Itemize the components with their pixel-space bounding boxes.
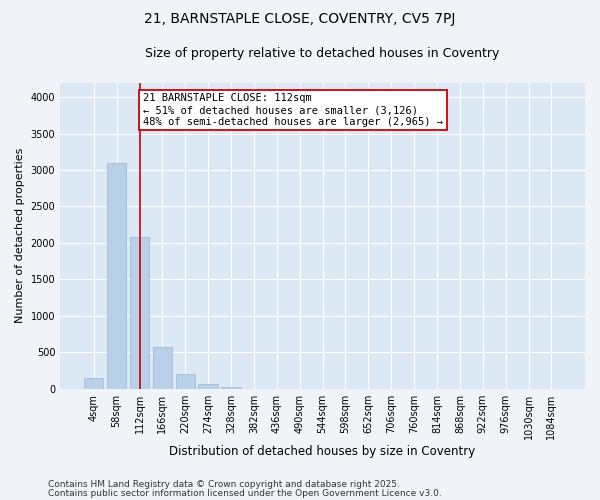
Text: Contains HM Land Registry data © Crown copyright and database right 2025.: Contains HM Land Registry data © Crown c… [48, 480, 400, 489]
Text: 21, BARNSTAPLE CLOSE, COVENTRY, CV5 7PJ: 21, BARNSTAPLE CLOSE, COVENTRY, CV5 7PJ [145, 12, 455, 26]
Bar [130, 237, 149, 389]
Bar [152, 346, 172, 389]
Text: Contains public sector information licensed under the Open Government Licence v3: Contains public sector information licen… [48, 489, 442, 498]
Bar [84, 378, 103, 389]
Text: 21 BARNSTAPLE CLOSE: 112sqm
← 51% of detached houses are smaller (3,126)
48% of : 21 BARNSTAPLE CLOSE: 112sqm ← 51% of det… [143, 94, 443, 126]
Y-axis label: Number of detached properties: Number of detached properties [15, 148, 25, 324]
Bar [221, 386, 241, 389]
X-axis label: Distribution of detached houses by size in Coventry: Distribution of detached houses by size … [169, 444, 476, 458]
Bar [107, 162, 127, 389]
Title: Size of property relative to detached houses in Coventry: Size of property relative to detached ho… [145, 48, 500, 60]
Bar [199, 384, 218, 389]
Bar [176, 374, 195, 389]
